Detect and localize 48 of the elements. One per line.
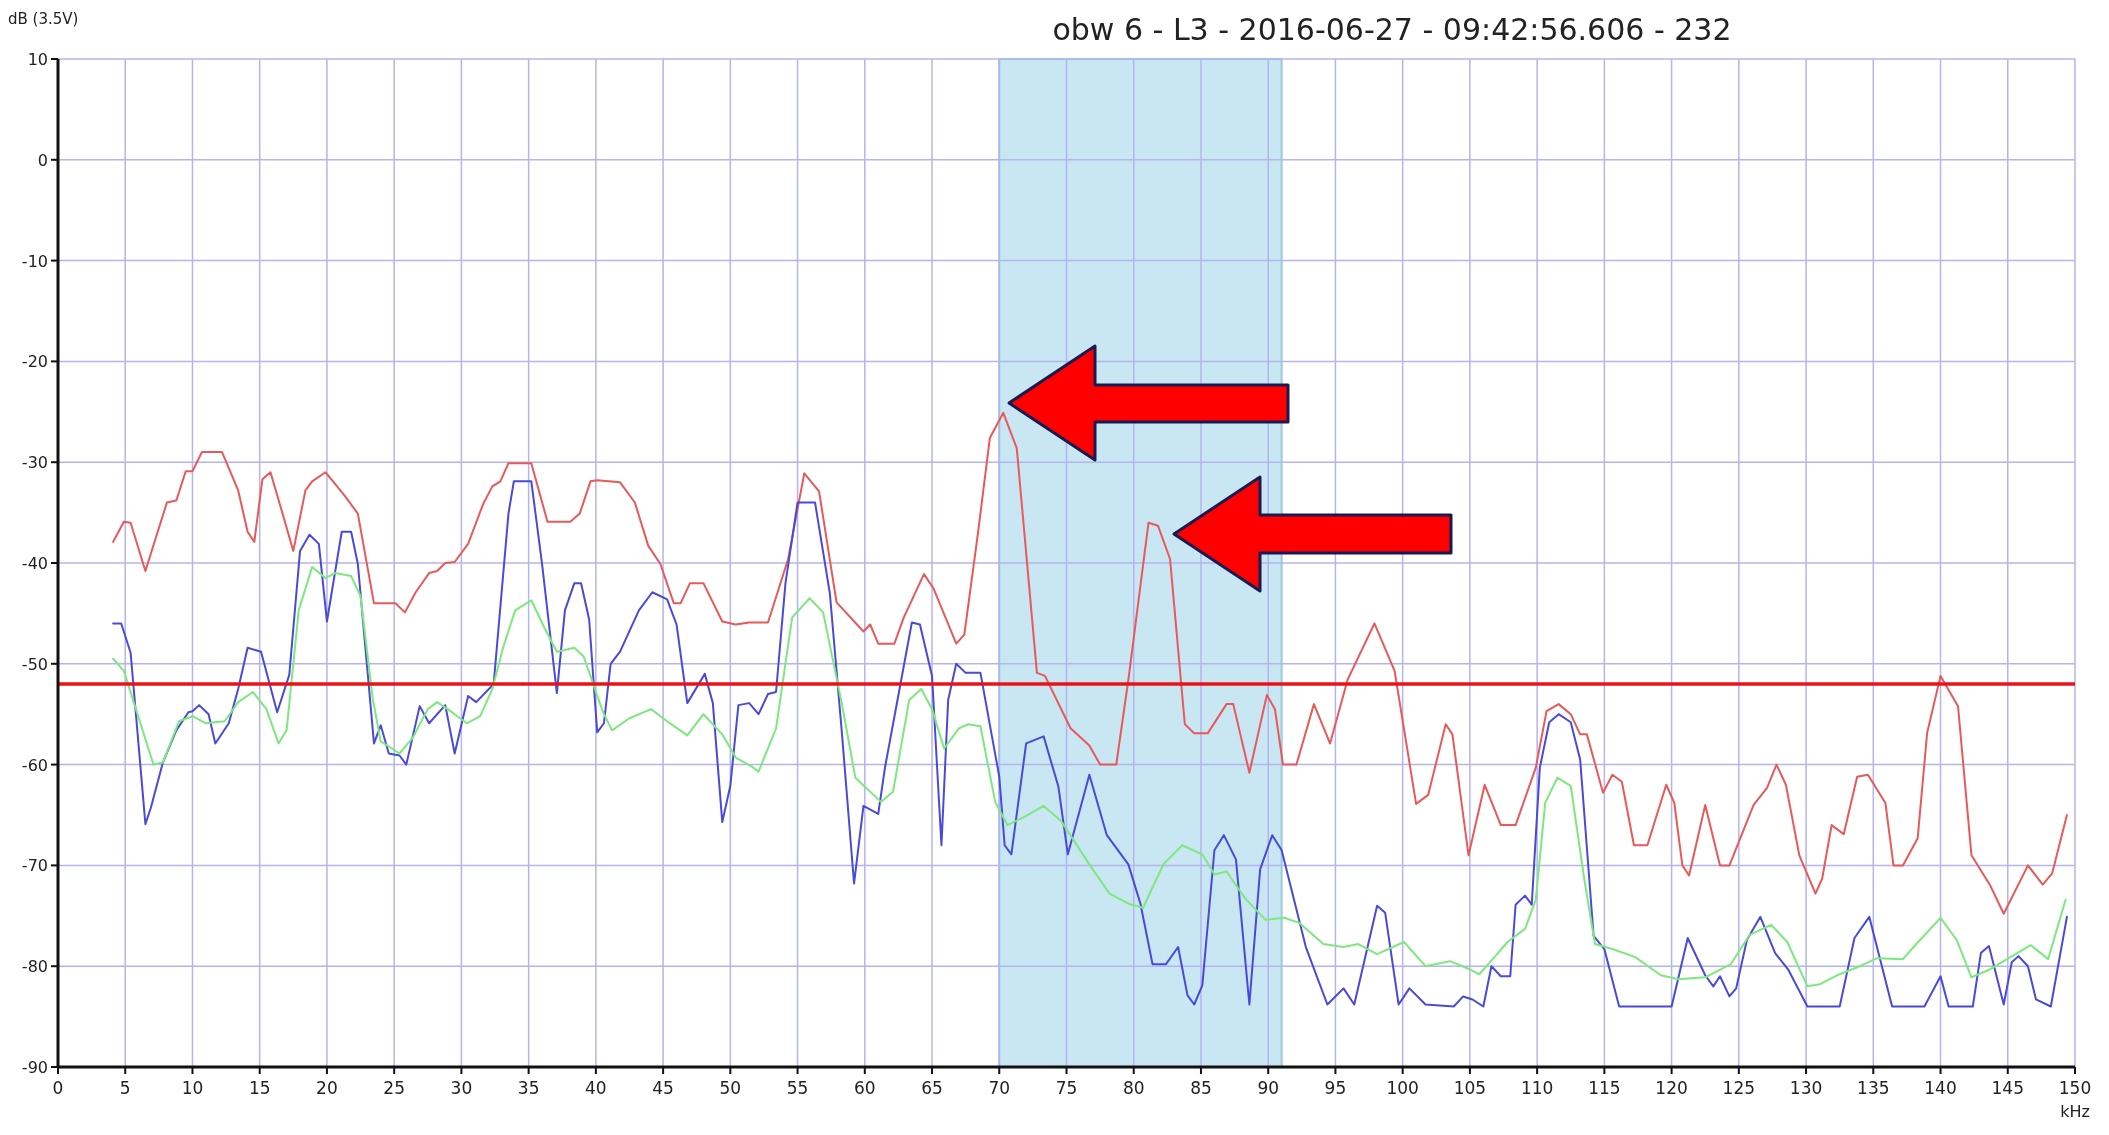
x-tick-label: 45: [652, 1078, 674, 1098]
x-tick-label: 145: [1991, 1078, 2024, 1098]
x-tick-label: 80: [1122, 1078, 1145, 1098]
y-tick-label: -20: [21, 352, 48, 372]
y-axis-title: dB (3.5V): [8, 10, 79, 28]
x-tick-label: 90: [1257, 1078, 1280, 1098]
x-tick-label: 130: [1789, 1078, 1823, 1098]
y-tick-label: 10: [27, 50, 48, 69]
x-tick-label: 70: [988, 1078, 1011, 1098]
x-tick-label: 100: [1386, 1078, 1419, 1098]
y-tick-label: -60: [21, 755, 48, 775]
x-tick-label: 35: [517, 1078, 540, 1098]
x-tick-label: 10: [181, 1078, 204, 1098]
y-tick-label: -40: [21, 554, 48, 573]
x-tick-label: 30: [450, 1078, 473, 1098]
x-tick-label: 25: [383, 1078, 405, 1098]
chart-title: obw 6 - L3 - 2016-06-27 - 09:42:56.606 - 232: [1052, 12, 1732, 47]
x-tick-label: 115: [1588, 1078, 1621, 1098]
x-tick-label: 65: [921, 1078, 943, 1098]
x-tick-label: 75: [1055, 1078, 1078, 1098]
line-series: [112, 480, 2068, 1008]
x-tick-label: 125: [1722, 1078, 1756, 1098]
y-tick-label: -50: [21, 654, 48, 674]
y-tick-label: -30: [21, 453, 48, 473]
x-tick-label: 135: [1857, 1078, 1890, 1098]
x-tick-label: 55: [786, 1078, 809, 1098]
y-tick-label: -80: [21, 957, 48, 977]
x-tick-label: 140: [1924, 1078, 1957, 1098]
x-tick-label: 85: [1190, 1078, 1212, 1098]
x-tick-label: 20: [316, 1078, 338, 1098]
y-tick-label: -10: [21, 251, 48, 271]
x-tick-label: 15: [248, 1078, 271, 1098]
x-tick-label: 95: [1324, 1078, 1347, 1098]
x-tick-label: 50: [719, 1078, 742, 1098]
x-tick-label: 120: [1655, 1078, 1688, 1098]
y-tick-label: 0: [37, 150, 48, 170]
x-axis-title: kHz: [2060, 1102, 2090, 1121]
y-tick-label: -90: [21, 1058, 48, 1077]
x-tick-label: 60: [853, 1078, 876, 1098]
x-tick-label: 5: [119, 1078, 131, 1098]
line-series: [112, 566, 2067, 988]
x-tick-label: 105: [1453, 1078, 1487, 1098]
x-tick-label: 40: [585, 1078, 607, 1098]
line-series: [112, 411, 2068, 915]
x-tick-label: 110: [1520, 1078, 1554, 1098]
x-tick-label: 150: [2058, 1078, 2092, 1098]
x-tick-label: 0: [52, 1078, 64, 1098]
y-tick-label: -70: [21, 856, 48, 876]
